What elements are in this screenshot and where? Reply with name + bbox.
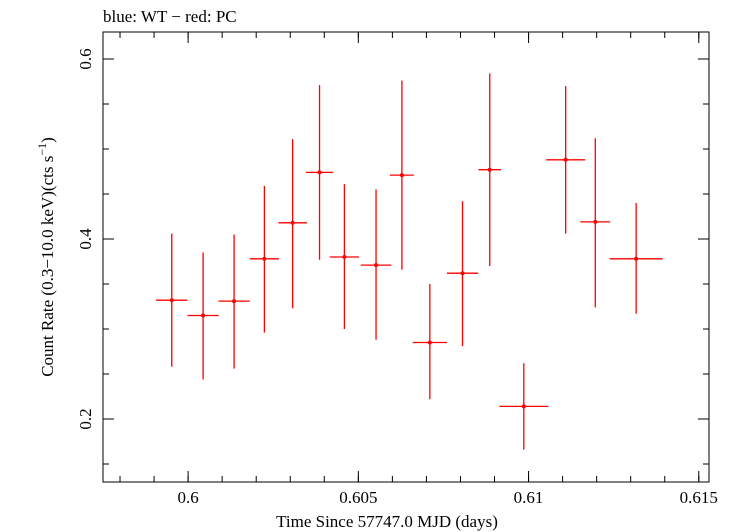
data-marker [563, 157, 568, 162]
y-axis-label-close: ) [38, 137, 57, 143]
data-marker [427, 340, 432, 345]
data-marker [374, 263, 379, 268]
data-marker [634, 256, 639, 261]
data-point [389, 80, 414, 270]
data-marker [262, 256, 267, 261]
data-point [360, 189, 392, 340]
data-marker [290, 220, 295, 225]
chart-title: blue: WT − red: PC [103, 7, 237, 26]
data-point [499, 363, 549, 450]
data-marker [342, 255, 347, 259]
data-marker [317, 170, 322, 175]
data-marker [201, 313, 206, 318]
data-point [305, 85, 334, 260]
x-tick-label: 0.6 [177, 488, 198, 507]
data-point [446, 201, 479, 347]
data-marker [169, 298, 174, 303]
y-tick-label: 0.6 [76, 48, 95, 69]
data-point [546, 86, 586, 234]
data-marker [521, 404, 526, 409]
data-marker [232, 299, 237, 304]
data-marker [593, 219, 598, 224]
x-axis-ticks: 0.6 0.605 0.61 0.615 [119, 32, 718, 507]
data-marker [487, 167, 492, 172]
data-point [580, 138, 611, 308]
y-axis-label: Count Rate (0.3−10.0 keV)(cts s−1) [35, 137, 57, 377]
y-axis-label-main: Count Rate (0.3−10.0 keV)(cts s [38, 156, 57, 377]
data-point [329, 184, 360, 329]
y-axis-ticks: 0.2 0.4 0.6 [76, 48, 709, 465]
data-marker [399, 173, 404, 178]
x-axis-label: Time Since 57747.0 MJD (days) [276, 512, 498, 531]
data-point [218, 234, 250, 369]
x-tick-label: 0.605 [339, 488, 377, 507]
plot-frame [102, 31, 710, 483]
data-point [478, 73, 501, 266]
x-tick-label: 0.61 [514, 488, 544, 507]
data-point [187, 252, 219, 380]
data-marker [460, 271, 465, 276]
y-tick-label: 0.4 [76, 228, 95, 250]
data-point [278, 139, 307, 309]
y-tick-label: 0.2 [76, 408, 95, 429]
data-point [412, 284, 447, 400]
data-point [249, 185, 280, 333]
data-series-pc [156, 73, 663, 450]
y-axis-label-superscript: −1 [35, 143, 49, 156]
x-tick-label: 0.615 [680, 488, 718, 507]
data-point [156, 233, 188, 367]
data-point [609, 203, 663, 314]
